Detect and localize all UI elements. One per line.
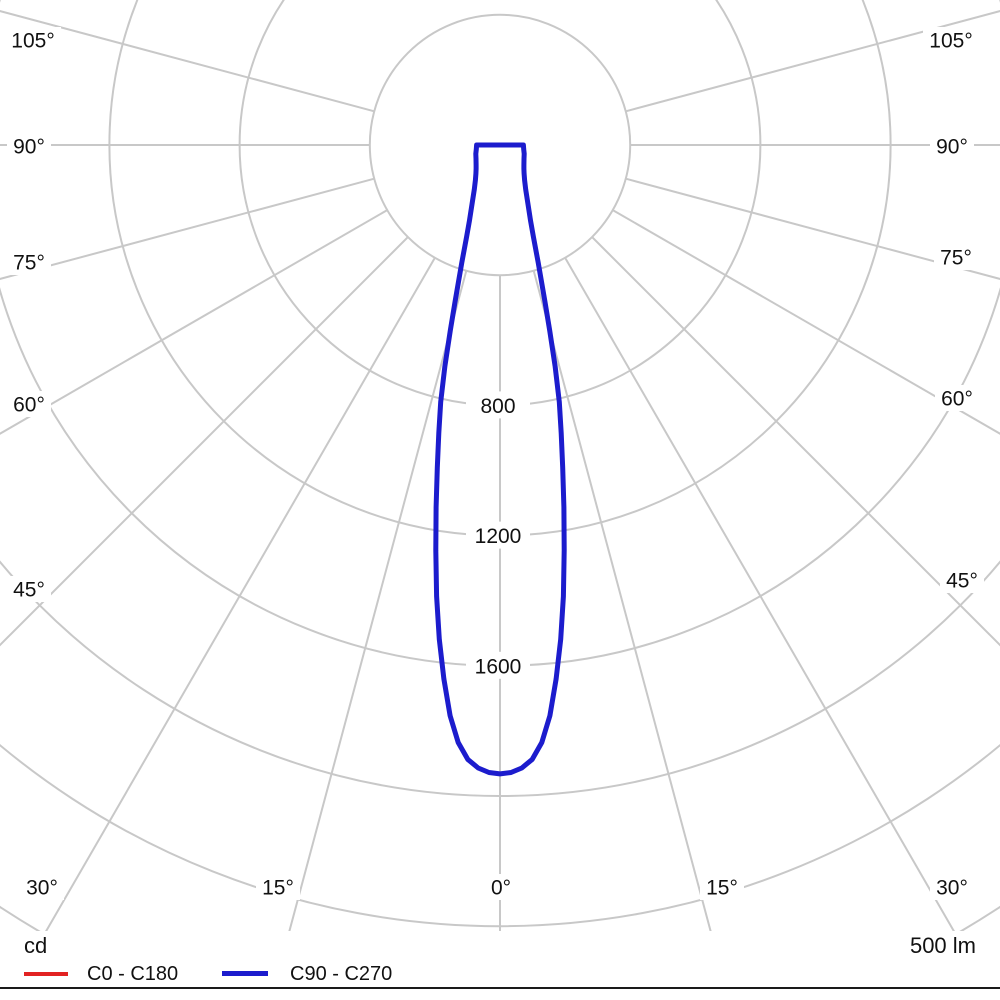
angle-label-bg [923,27,979,53]
legend: C0 - C180 C90 - C270 [0,960,1000,988]
grid-ray-75 [625,177,1000,280]
angle-label: 15° [706,877,738,900]
angle-label-bg [5,27,61,53]
angle-label: 45° [13,579,45,602]
angle-label-bg [700,874,744,900]
polar-chart: 800 1200 1600 105° 90° 75° 60° 45° 30° 15° 0° 15° 30… [0,0,1000,931]
grid-ray--105 [0,10,375,113]
grid-ray--60 [0,209,388,435]
curve-c90-c270 [433,142,567,777]
legend-line-c0-c180 [24,972,68,976]
angle-label: 0° [491,877,511,900]
angle-label-bg [940,567,984,593]
grid-ray--30 [45,257,436,931]
angle-label-bg [20,874,64,900]
angle-label-bg [934,244,978,270]
angle-label: 30° [26,877,58,900]
angle-label-bg [7,391,51,417]
angle-label: 90° [13,136,45,159]
angle-label-bg [256,874,300,900]
grid-ray-30 [564,257,955,931]
grid-ray-15 [532,270,712,931]
angle-label: 45° [946,570,978,593]
legend-label-c0-c180: C0 - C180 [87,963,179,985]
bottom-rule [0,987,1000,989]
ring-label-bg [466,391,530,419]
angle-label: 75° [13,252,45,275]
angle-label: 60° [941,388,973,411]
grid-ray--75 [0,177,375,280]
angle-label: 90° [936,136,968,159]
angle-label: 105° [929,30,972,53]
legend-label-c90-c270: C90 - C270 [290,963,393,985]
angle-label-bg [7,576,51,602]
ring-label: 1200 [475,525,522,548]
angle-label-bg [7,249,51,275]
angle-label-bg [7,133,51,159]
grid-ray-105 [625,10,1000,113]
legend-line-c90-c270 [222,971,268,976]
angle-label-bg [930,133,974,159]
flux-label: 500 lm [909,933,976,958]
grid-ray--45 [0,236,409,647]
angle-label: 60° [13,394,45,417]
angle-label: 105° [11,30,54,53]
grid-ray-45 [591,236,1000,647]
angle-label: 30° [936,877,968,900]
angle-label: 15° [262,877,294,900]
grid-ray--15 [288,270,468,931]
ring-label-bg [466,521,530,549]
angle-label-bg [935,385,979,411]
ring-label: 800 [480,395,515,418]
angle-label-bg [485,874,517,900]
unit-label: cd [24,933,48,958]
angle-label: 75° [940,247,972,270]
ring-label-bg [466,651,530,679]
grid-ray-60 [612,209,1000,435]
angle-label-bg [930,874,974,900]
ring-label: 1600 [475,655,522,678]
